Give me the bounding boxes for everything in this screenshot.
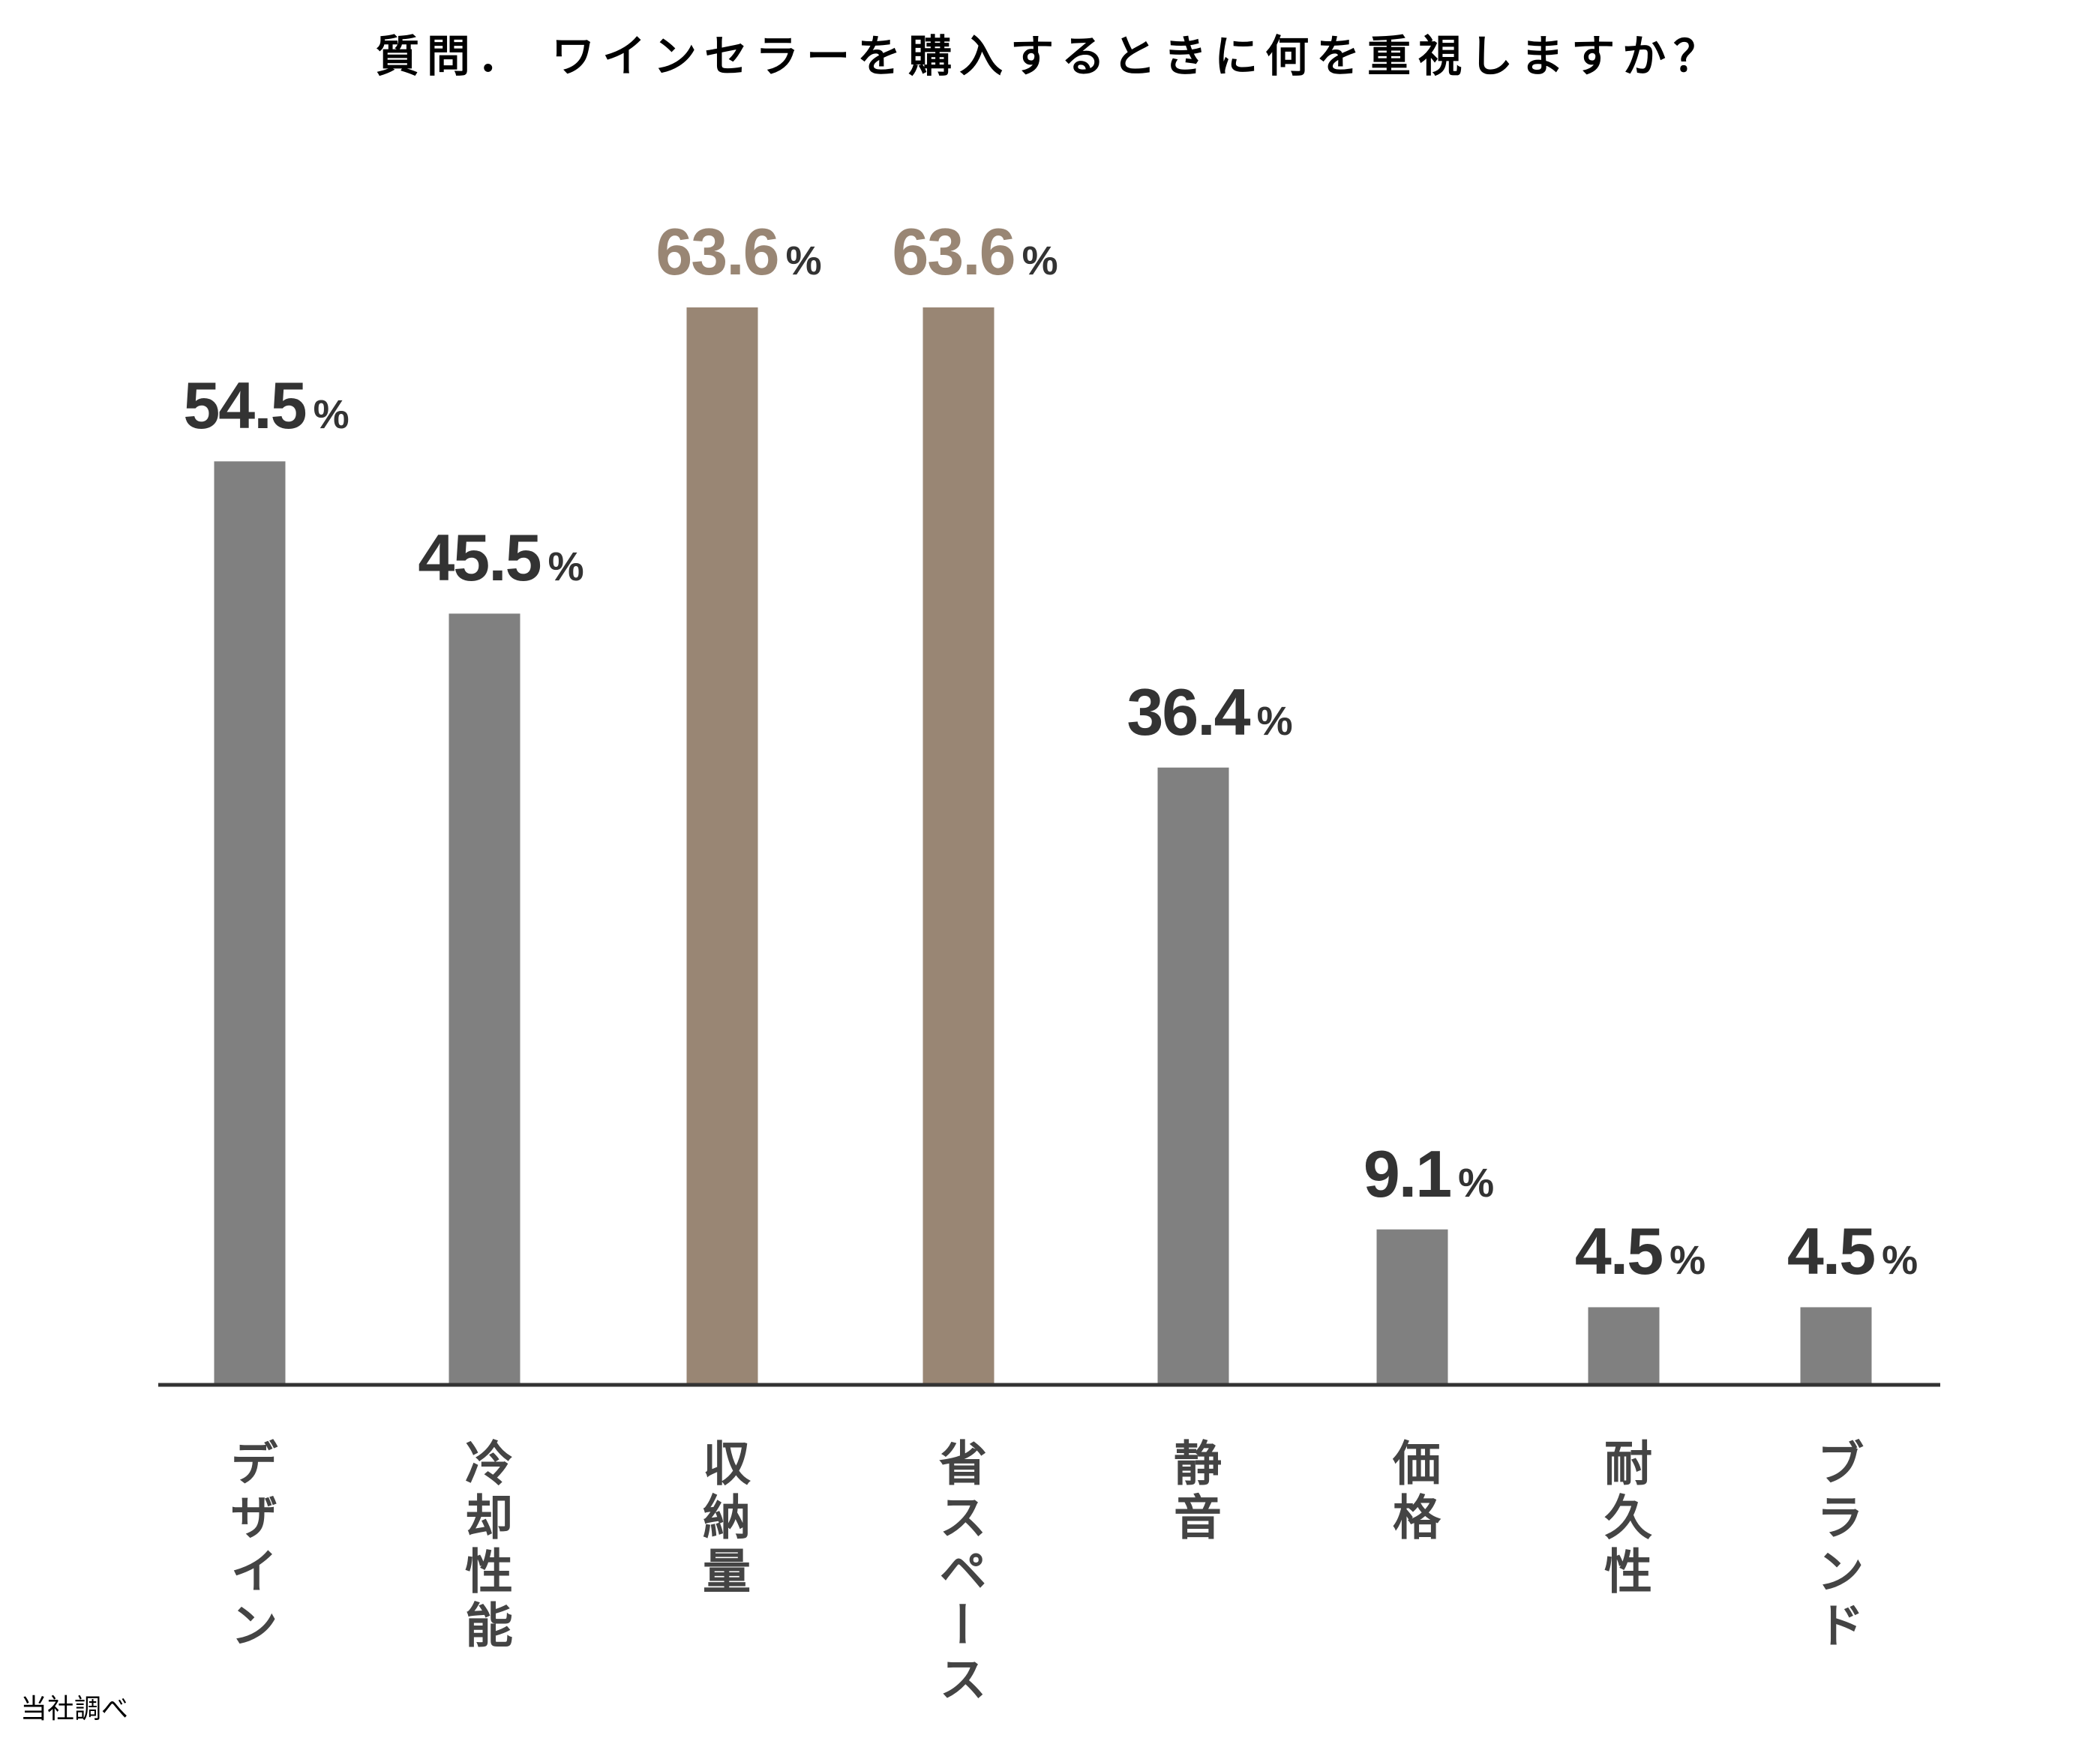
percent-sign: % [1882,1238,1918,1284]
percent-sign: % [313,392,350,438]
value-number: 63.6 [892,214,1016,289]
category-label: 価格 [1384,1438,1440,1546]
value-number: 4.5 [1786,1214,1876,1289]
bar-1 [448,613,520,1383]
bar-2 [686,307,758,1383]
value-label: 63.6% [892,214,1058,290]
percent-sign: % [548,544,584,590]
bar-6 [1588,1307,1660,1383]
value-label: 4.5% [1787,1213,1918,1290]
value-number: 63.6 [656,214,779,289]
value-number: 54.5 [183,368,307,443]
bar-5 [1376,1229,1448,1383]
category-label: ブランド [1808,1438,1864,1654]
percent-sign: % [1022,238,1058,283]
value-number: 45.5 [418,520,542,595]
category-label: デザイン [222,1438,278,1654]
value-number: 9.1 [1363,1136,1452,1211]
percent-sign: % [1256,698,1293,744]
percent-sign: % [1670,1238,1706,1284]
value-number: 36.4 [1126,674,1250,749]
value-label: 45.5% [418,520,584,596]
source-note: 当社調べ [20,1694,129,1725]
value-label: 9.1% [1364,1136,1494,1212]
value-label: 63.6% [656,214,821,290]
chart-title: 質問． ワインセラーを購入するときに何を重視しますか？ [375,31,1725,82]
value-label: 4.5% [1575,1213,1706,1290]
category-label: 静音 [1166,1438,1221,1546]
bar-0 [214,461,286,1384]
value-label: 36.4% [1126,674,1292,751]
percent-sign: % [785,238,822,283]
category-label: 冷却性能 [457,1438,512,1654]
percent-sign: % [1458,1160,1495,1206]
value-label: 54.5% [183,367,349,444]
bar-4 [1157,767,1229,1383]
category-label: 収納量 [694,1438,750,1600]
category-label: 省スペース [931,1438,986,1708]
value-number: 4.5 [1574,1214,1664,1289]
bar-7 [1800,1307,1872,1383]
bar-3 [922,307,994,1383]
category-label: 耐久性 [1596,1438,1652,1600]
